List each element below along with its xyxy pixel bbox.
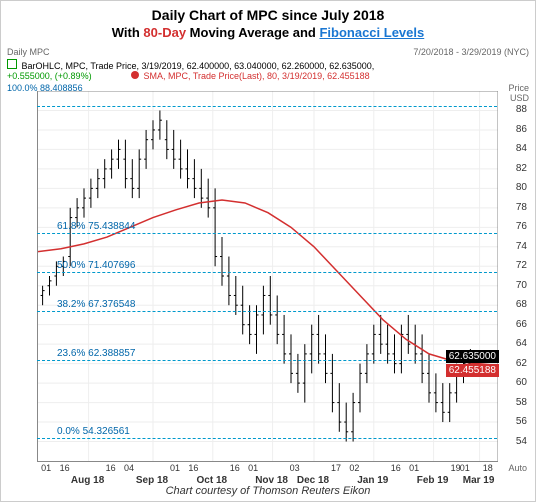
fib-label: 61.8% 75.438844: [57, 221, 135, 232]
x-tick-day: 16: [106, 463, 116, 473]
y-label-price: Price: [508, 83, 529, 93]
x-tick-day: 01: [41, 463, 51, 473]
x-tick-day: 01: [460, 463, 470, 473]
y-tick: 60: [516, 377, 527, 388]
plot-svg: [38, 91, 498, 461]
legend-sma-icon: [131, 71, 139, 79]
y-tick: 86: [516, 124, 527, 135]
fib-label: 23.6% 62.388857: [57, 348, 135, 359]
y-tick: 74: [516, 241, 527, 252]
y-tick: 72: [516, 260, 527, 271]
x-tick-day: 03: [290, 463, 300, 473]
title-area: Daily Chart of MPC since July 2018 With …: [1, 1, 535, 40]
x-tick-day: 16: [391, 463, 401, 473]
x-tick-day: 01: [248, 463, 258, 473]
x-tick-day: 04: [124, 463, 134, 473]
chart-container: Daily Chart of MPC since July 2018 With …: [0, 0, 536, 502]
x-tick-day: 18: [483, 463, 493, 473]
y-tick: 84: [516, 143, 527, 154]
plot-area: [37, 91, 498, 462]
x-tick-day: 16: [230, 463, 240, 473]
y-tick: 82: [516, 163, 527, 174]
fib-label: 38.2% 67.376548: [57, 299, 135, 310]
subtitle-sma: 80-Day: [143, 25, 186, 40]
corner-left-label: Daily MPC: [7, 47, 50, 57]
y-tick: 64: [516, 338, 527, 349]
y-tick: 66: [516, 319, 527, 330]
y-tick: 88: [516, 104, 527, 115]
y-tick: 76: [516, 221, 527, 232]
legend-sma: SMA, MPC, Trade Price(Last), 80, 3/19/20…: [131, 71, 370, 81]
x-tick-day: 02: [349, 463, 359, 473]
y-tick: 78: [516, 202, 527, 213]
x-tick-day: 16: [188, 463, 198, 473]
price-box: 62.455188: [446, 364, 499, 377]
y-tick: 62: [516, 358, 527, 369]
y-tick: 58: [516, 397, 527, 408]
legend-ohlc-icon: [7, 59, 17, 69]
y-tick: 54: [516, 436, 527, 447]
auto-label: Auto: [508, 463, 527, 473]
y-tick: 80: [516, 182, 527, 193]
y-tick: 56: [516, 416, 527, 427]
y-tick: 70: [516, 280, 527, 291]
x-tick-day: 16: [60, 463, 70, 473]
x-tick-day: 01: [409, 463, 419, 473]
legend-change: +0.555000, (+0.89%): [7, 71, 92, 81]
fib-label: 0.0% 54.326561: [57, 426, 130, 437]
legend-ohlc: BarOHLC, MPC, Trade Price, 3/19/2019, 62…: [7, 59, 374, 71]
x-tick-day: 01: [170, 463, 180, 473]
y-tick: 68: [516, 299, 527, 310]
y-label-usd: USD: [510, 93, 529, 103]
fib-label: 50.0% 71.407696: [57, 260, 135, 271]
chart-subtitle: With 80-Day Moving Average and Fibonacci…: [1, 25, 535, 40]
corner-right-label: 7/20/2018 - 3/29/2019 (NYC): [413, 47, 529, 57]
chart-title: Daily Chart of MPC since July 2018: [1, 7, 535, 23]
courtesy-text: Chart courtesy of Thomson Reuters Eikon: [1, 485, 535, 497]
subtitle-fib: Fibonacci Levels: [319, 25, 424, 40]
x-tick-day: 17: [331, 463, 341, 473]
price-box: 62.635000: [446, 350, 499, 363]
